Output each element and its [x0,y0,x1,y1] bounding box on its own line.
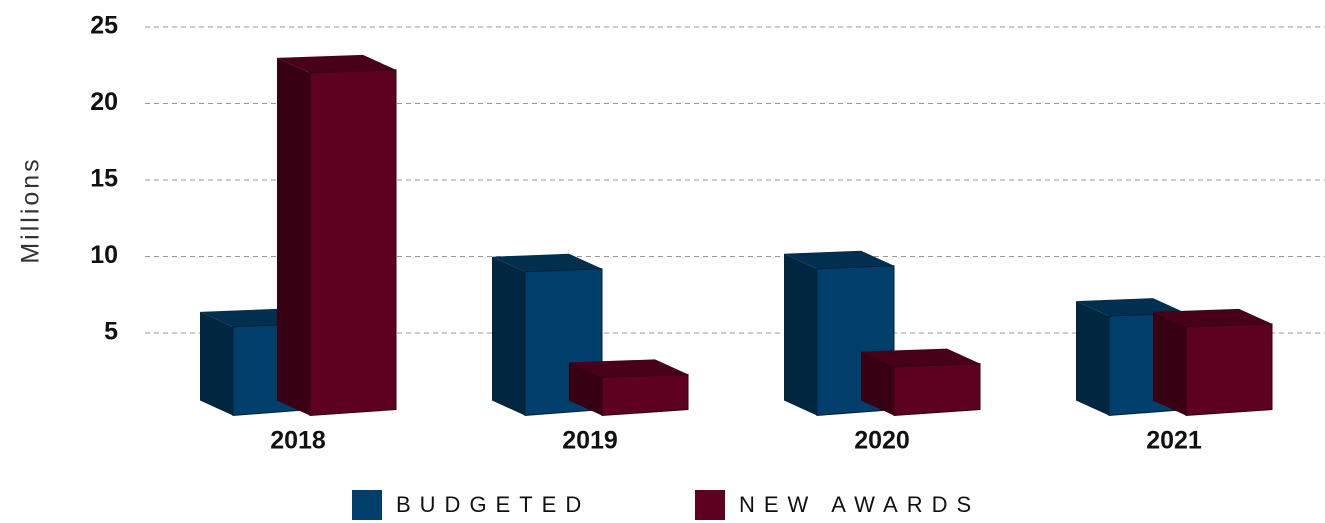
y-tick-label: 10 [90,241,118,269]
x-tick-label: 2021 [1146,427,1202,455]
x-tick-label: 2019 [562,427,618,455]
bar-top [277,54,396,73]
legend-swatch [695,490,725,520]
bar [1185,323,1273,417]
bar-side [1153,311,1186,416]
bar-side [1076,301,1109,416]
bar-side [569,362,602,416]
y-tick-label: 25 [90,12,118,40]
y-tick-label: 5 [104,318,118,346]
bar [309,69,397,417]
bar-side [277,57,310,416]
bar-side [200,311,233,416]
y-axis-label: Millions [17,156,45,263]
bar-top [569,359,688,378]
bar-side [492,256,525,416]
bar-side [861,351,894,416]
bar [601,373,689,417]
bar-side [784,253,817,416]
y-tick-label: 15 [90,165,118,193]
bar-top [861,348,980,367]
x-tick-label: 2018 [270,427,326,455]
bar-top [784,250,894,269]
y-tick-label: 20 [90,88,118,116]
legend-label: NEW AWARDS [739,492,980,517]
bar-top [1076,298,1186,317]
legend-label: BUDGETED [396,492,590,517]
bar-top [1153,308,1272,327]
bar-top [492,253,602,272]
bar [893,363,981,417]
legend-swatch [352,490,382,520]
x-tick-label: 2020 [854,427,910,455]
